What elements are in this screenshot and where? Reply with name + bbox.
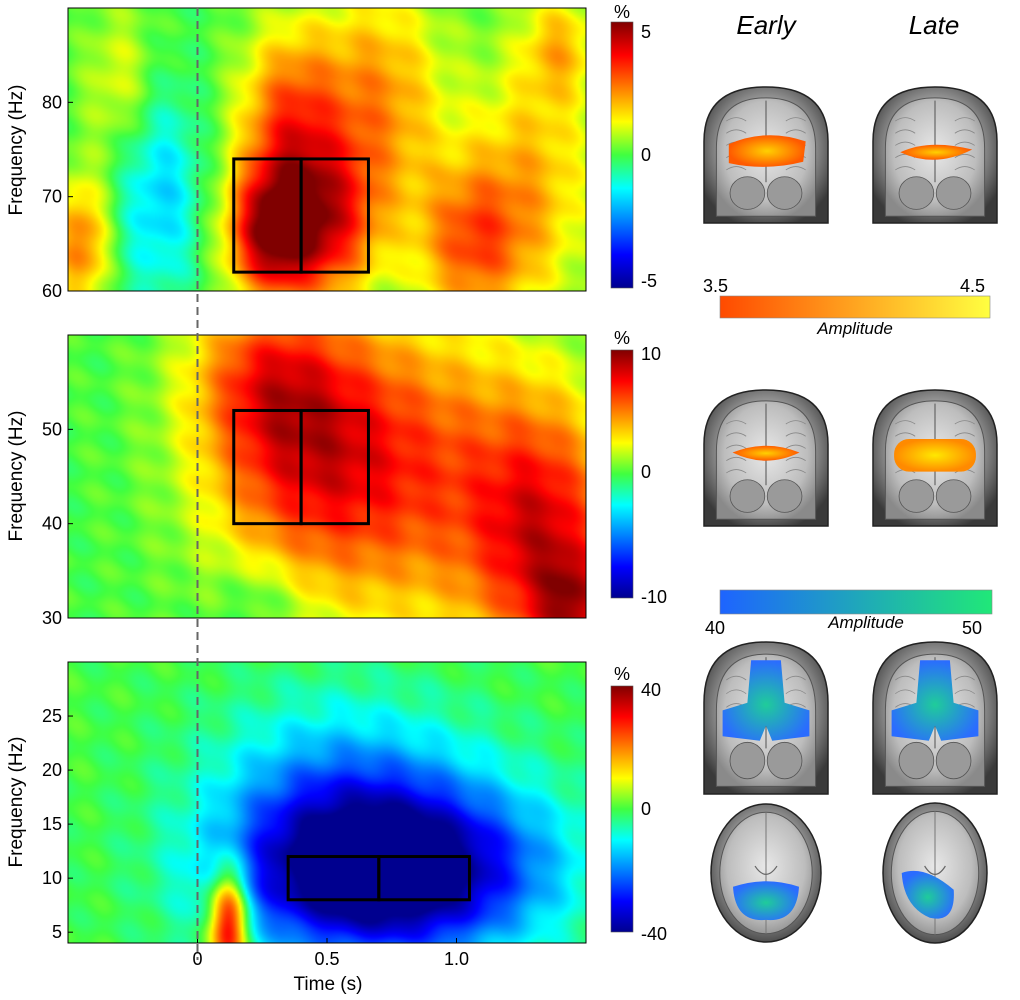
colorbar-tick-mid: 0 xyxy=(641,145,651,165)
colorbar-unit: % xyxy=(614,328,630,348)
header-early: Early xyxy=(736,10,797,40)
colorbar-tick-mid: 0 xyxy=(641,462,651,482)
colorbar-unit: % xyxy=(614,2,630,22)
y-tick-label: 15 xyxy=(42,814,62,834)
colorbar-tick-max: 5 xyxy=(641,22,651,42)
colorbar-tick-mid: 0 xyxy=(641,799,651,819)
amplitude-scale-cool xyxy=(719,589,993,615)
brain-gamma-low-late xyxy=(872,389,998,527)
amplitude-label-warm: Amplitude xyxy=(816,319,893,338)
brain-alpha-beta-coronal-late xyxy=(872,641,998,795)
y-tick-label: 70 xyxy=(42,187,62,207)
y-tick-label: 30 xyxy=(42,608,62,628)
colorbar-tick-max: 10 xyxy=(641,344,661,364)
brain-alpha-beta-axial-late xyxy=(882,802,988,944)
colorbar-tick-min: -10 xyxy=(641,587,667,607)
window-late xyxy=(299,408,370,526)
amplitude-label-cool: Amplitude xyxy=(827,613,904,632)
y-axis-label: Frequency (Hz) xyxy=(6,737,27,868)
colorbar-tick-min: -5 xyxy=(641,271,657,291)
y-tick-label: 20 xyxy=(42,760,62,780)
amplitude-scale-warm xyxy=(719,295,991,319)
colorbar-tick-max: 40 xyxy=(641,680,661,700)
window-late xyxy=(299,157,370,274)
y-tick-label: 60 xyxy=(42,281,62,301)
y-tick-label: 40 xyxy=(42,514,62,534)
colorbar-tick-min: -40 xyxy=(641,924,667,944)
brain-gamma-high-early xyxy=(703,86,829,224)
amplitude-max-warm: 4.5 xyxy=(960,276,985,296)
colorbar xyxy=(610,685,634,933)
heatmap-gamma-low xyxy=(68,335,586,618)
y-tick-label: 25 xyxy=(42,706,62,726)
x-tick-label: 1.0 xyxy=(444,949,469,969)
amplitude-max-cool: 50 xyxy=(962,618,982,638)
x-tick-label: 0.5 xyxy=(314,949,339,969)
panel-alpha-beta: 5 10 15 20 25 0 0.5 1.0 Frequency (Hz) Time (s… xyxy=(6,661,667,995)
amplitude-min-warm: 3.5 xyxy=(703,276,728,296)
window-late xyxy=(377,855,471,902)
y-tick-label: 80 xyxy=(42,92,62,112)
y-tick-label: 10 xyxy=(42,868,62,888)
y-tick-label: 50 xyxy=(42,419,62,439)
plot-frame xyxy=(67,7,587,292)
brain-gamma-high-late xyxy=(872,86,998,224)
colorbar xyxy=(610,349,634,599)
y-axis-label: Frequency (Hz) xyxy=(6,85,27,216)
colorbar-unit: % xyxy=(614,664,630,684)
colorbar xyxy=(610,21,634,289)
heatmap-alpha-beta xyxy=(68,662,586,943)
panel-gamma-high: 60 70 80 Frequency (Hz) % 5 0 -5 xyxy=(6,2,657,301)
x-axis-label: Time (s) xyxy=(294,974,363,995)
brain-alpha-beta-coronal-early xyxy=(703,641,829,795)
panel-gamma-low: 30 40 50 Frequency (Hz) % 10 0 -10 xyxy=(6,328,667,628)
brain-gamma-low-early xyxy=(703,389,829,527)
plot-frame xyxy=(67,334,587,619)
brain-alpha-beta-axial-early xyxy=(710,803,822,943)
header-late: Late xyxy=(909,10,960,40)
heatmap-gamma-high xyxy=(68,8,586,291)
brain-maps xyxy=(703,86,998,944)
y-axis-label: Frequency (Hz) xyxy=(6,411,27,542)
amplitude-min-cool: 40 xyxy=(705,618,725,638)
y-tick-label: 5 xyxy=(52,922,62,942)
